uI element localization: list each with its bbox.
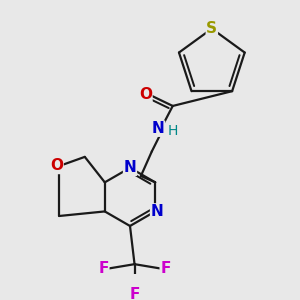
Text: H: H: [167, 124, 178, 137]
Text: F: F: [129, 287, 140, 300]
Text: O: O: [50, 158, 63, 173]
Text: O: O: [139, 87, 152, 102]
Text: N: N: [124, 160, 136, 175]
Text: F: F: [98, 261, 109, 276]
Text: F: F: [160, 261, 171, 276]
Text: S: S: [206, 21, 217, 36]
Text: N: N: [151, 204, 164, 219]
Text: N: N: [152, 121, 165, 136]
